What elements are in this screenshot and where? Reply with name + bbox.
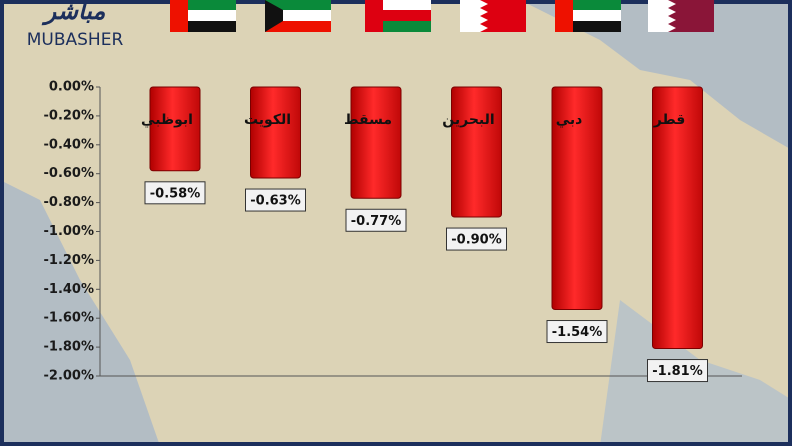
bar: [551, 86, 603, 311]
value-label: -0.58%: [150, 186, 201, 201]
flags: [170, 0, 714, 32]
category-label: الكويت: [244, 112, 291, 128]
bar: [149, 86, 201, 172]
value-label-box: [647, 359, 708, 383]
category-label: مسقط: [344, 112, 392, 128]
value-label-box: [446, 227, 507, 251]
category-label: قطر: [653, 112, 686, 128]
y-tick-label: -1.00%: [44, 224, 95, 239]
value-label-box: [546, 320, 608, 344]
y-tick-label: -1.60%: [44, 311, 95, 326]
category-label: دبي: [556, 112, 583, 128]
y-tick-label: -1.40%: [44, 282, 95, 297]
logo-arabic: مباشر: [41, 0, 106, 26]
value-label-box: [245, 188, 306, 212]
value-label: -0.63%: [250, 194, 301, 209]
y-tick-label: -1.80%: [44, 340, 95, 355]
y-tick-label: -1.20%: [44, 253, 95, 268]
bar: [350, 86, 402, 199]
value-label-box: [345, 208, 407, 232]
bar: [451, 86, 502, 218]
value-label: -1.81%: [652, 364, 703, 379]
y-tick-label: -0.40%: [44, 137, 95, 152]
y-tick-label: -0.20%: [44, 108, 95, 123]
value-label: -0.90%: [451, 233, 502, 248]
value-label-box: [144, 181, 206, 205]
logo-latin: MUBASHER: [27, 30, 124, 50]
bar: [250, 86, 301, 179]
y-tick-label: -0.60%: [44, 166, 95, 181]
y-tick-label: -0.80%: [44, 195, 95, 210]
value-label: -1.54%: [552, 325, 603, 340]
y-tick-label: 0.00%: [49, 80, 94, 95]
value-label: -0.77%: [351, 214, 402, 229]
y-tick-label: -2.00%: [44, 369, 95, 384]
category-label: ابوظبي: [141, 112, 193, 128]
category-label: البحرين: [442, 112, 494, 128]
bar: [652, 86, 703, 350]
